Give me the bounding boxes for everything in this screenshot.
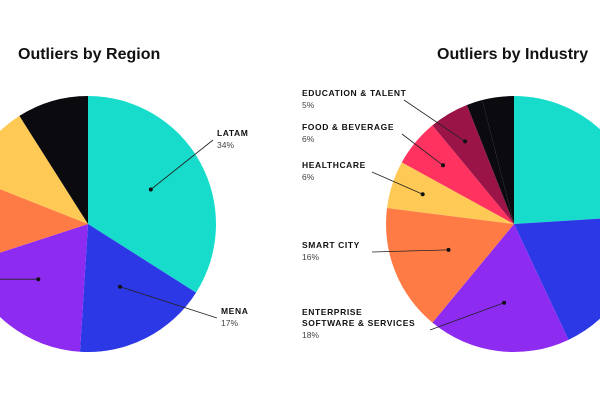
- industry-slice-smart-city: [386, 207, 514, 323]
- region-slice-slice-5: [0, 115, 88, 224]
- industry-slice-healthcare: [387, 162, 514, 224]
- industry-slice-enterprise-software-services: [432, 224, 569, 353]
- industry-leader-dot-education-talent: [463, 139, 468, 144]
- region-value-latam: 34%: [217, 140, 234, 150]
- industry-value-enterprise-software-services: 18%: [302, 330, 319, 340]
- industry-label-enterprise-software-services-line-1: ENTERPRISE: [302, 307, 362, 317]
- region-leader-latam: [150, 139, 214, 190]
- region-slice-latam: [88, 96, 216, 293]
- industry-slice-slice-8: [466, 100, 514, 224]
- industry-label-healthcare: HEALTHCARE: [302, 160, 366, 170]
- industry-value-healthcare: 6%: [302, 172, 315, 182]
- industry-label-smart-city: SMART CITY: [302, 240, 360, 250]
- industry-leader-dot-healthcare: [420, 192, 425, 197]
- region-slice-slice-6: [19, 96, 88, 224]
- region-leader-dot-latam: [148, 187, 153, 192]
- region-slice-slice-3: [0, 224, 88, 352]
- region-label-latam: LATAM: [217, 128, 248, 138]
- industry-value-education-talent: 5%: [302, 100, 315, 110]
- region-leader-dot-slice-3: [36, 277, 41, 282]
- industry-value-smart-city: 16%: [302, 252, 319, 262]
- industry-leader-dot-smart-city: [446, 247, 451, 252]
- industry-value-food-beverage: 6%: [302, 134, 315, 144]
- industry-leader-dot-enterprise-software-services: [502, 300, 507, 305]
- region-leader-mena: [119, 286, 218, 319]
- industry-label-education-talent: EDUCATION & TALENT: [302, 88, 407, 98]
- industry-slice-slice-1: [514, 96, 600, 224]
- industry-leader-dot-food-beverage: [441, 163, 445, 168]
- industry-chart-title: Outliers by Industry: [437, 46, 589, 63]
- region-label-mena: MENA: [221, 306, 248, 316]
- industry-slice-slice-2: [514, 218, 600, 340]
- industry-leader-education-talent: [403, 99, 466, 142]
- industry-slice-slice-9: [482, 96, 514, 224]
- region-leader-dot-mena: [118, 284, 122, 289]
- industry-slice-education-talent: [432, 104, 514, 224]
- industry-leader-enterprise-software-services: [429, 302, 505, 331]
- region-chart-title: Outliers by Region: [18, 46, 161, 63]
- industry-leader-smart-city: [371, 249, 449, 253]
- industry-slice-food-beverage: [401, 125, 514, 224]
- region-slice-mena: [79, 224, 197, 353]
- region-value-mena: 17%: [221, 318, 238, 328]
- industry-leader-healthcare: [371, 171, 423, 195]
- industry-label-enterprise-software-services-line-2: SOFTWARE & SERVICES: [302, 318, 415, 328]
- industry-label-food-beverage: FOOD & BEVERAGE: [302, 122, 394, 132]
- region-slice-slice-4: [0, 189, 88, 253]
- industry-leader-food-beverage: [401, 133, 444, 166]
